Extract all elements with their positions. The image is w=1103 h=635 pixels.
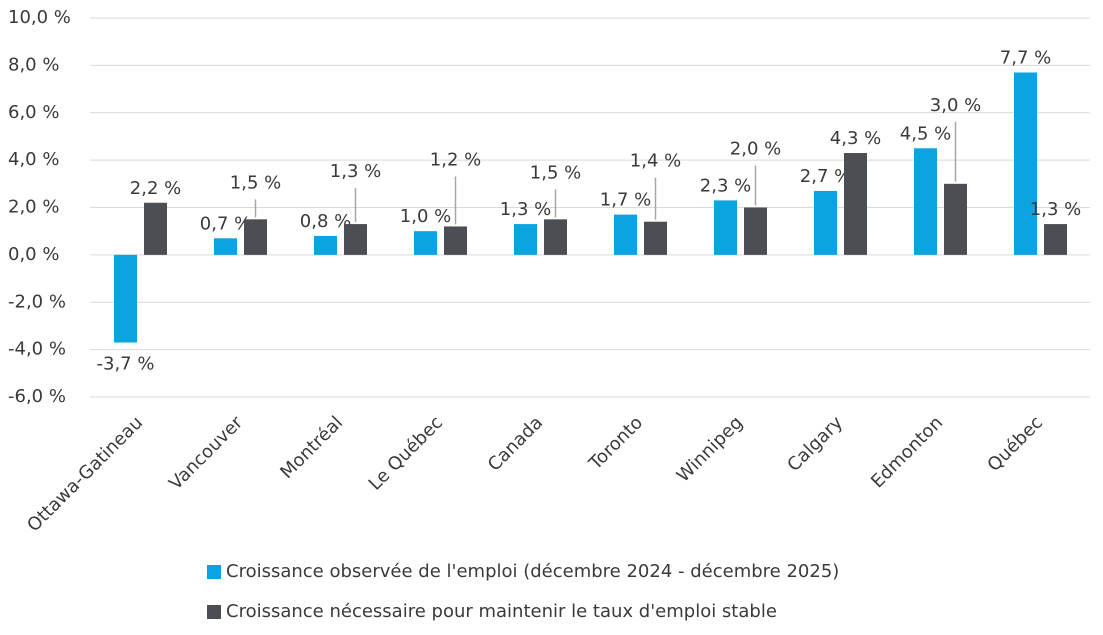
- bar: [944, 183, 967, 255]
- bar: [714, 200, 737, 255]
- value-label: 3,0 %: [930, 95, 981, 116]
- bar: [214, 238, 237, 255]
- y-tick-label: 0,0 %: [8, 244, 59, 265]
- x-tick-label: Canada: [484, 412, 547, 475]
- bar: [844, 153, 867, 255]
- bar: [814, 190, 837, 255]
- x-tick-label: Ottawa-Gatineau: [23, 412, 147, 536]
- value-label: 0,7 %: [200, 213, 251, 234]
- x-tick-label: Québec: [983, 412, 1047, 476]
- y-tick-label: -2,0 %: [8, 291, 66, 312]
- x-tick-label: Vancouver: [165, 412, 247, 494]
- bar: [1044, 224, 1067, 255]
- bar: [1014, 72, 1037, 255]
- value-label: 7,7 %: [1000, 47, 1051, 68]
- value-label: 2,7 %: [800, 166, 851, 187]
- value-label: -3,7 %: [97, 354, 155, 375]
- legend-label: Croissance nécessaire pour maintenir le …: [226, 601, 777, 622]
- value-label: 1,0 %: [400, 206, 451, 227]
- x-tick-label: Montréal: [276, 412, 347, 483]
- bar: [544, 219, 567, 255]
- x-tick-label: Calgary: [783, 412, 847, 476]
- value-label: 2,2 %: [130, 178, 181, 199]
- legend-swatch: [207, 565, 221, 579]
- value-label: 4,3 %: [830, 128, 881, 149]
- bar: [314, 235, 337, 255]
- value-label: 1,5 %: [530, 162, 581, 183]
- y-tick-label: 10,0 %: [8, 7, 71, 28]
- x-tick-label: Winnipeg: [673, 412, 747, 486]
- value-label: 4,5 %: [900, 123, 951, 144]
- bar: [744, 207, 767, 255]
- x-tick-label: Toronto: [585, 412, 648, 475]
- bar: [344, 224, 367, 255]
- legend-label: Croissance observée de l'emploi (décembr…: [226, 561, 839, 582]
- value-label: 1,4 %: [630, 151, 681, 172]
- value-label: 2,0 %: [730, 139, 781, 160]
- bar: [514, 224, 537, 255]
- y-tick-label: 4,0 %: [8, 149, 59, 170]
- value-label: 2,3 %: [700, 175, 751, 196]
- bar: [644, 221, 667, 255]
- bar: [914, 148, 937, 255]
- bar: [244, 219, 267, 255]
- bar: [614, 214, 637, 255]
- y-tick-label: -6,0 %: [8, 386, 66, 407]
- value-label: 1,3 %: [1030, 199, 1081, 220]
- bar: [444, 226, 467, 255]
- value-label: 1,3 %: [330, 161, 381, 182]
- bar: [144, 202, 167, 255]
- value-label: 1,2 %: [430, 149, 481, 170]
- value-label: 1,5 %: [230, 172, 281, 193]
- y-tick-label: 6,0 %: [8, 102, 59, 123]
- x-tick-label: Le Québec: [365, 412, 447, 494]
- y-tick-label: -4,0 %: [8, 339, 66, 360]
- y-tick-label: 8,0 %: [8, 54, 59, 75]
- value-label: 1,7 %: [600, 190, 651, 211]
- legend-swatch: [207, 605, 221, 619]
- value-label: 0,8 %: [300, 211, 351, 232]
- bar: [114, 254, 137, 343]
- y-tick-label: 2,0 %: [8, 197, 59, 218]
- bar: [414, 231, 437, 255]
- x-tick-label: Edmonton: [867, 412, 947, 492]
- value-label: 1,3 %: [500, 199, 551, 220]
